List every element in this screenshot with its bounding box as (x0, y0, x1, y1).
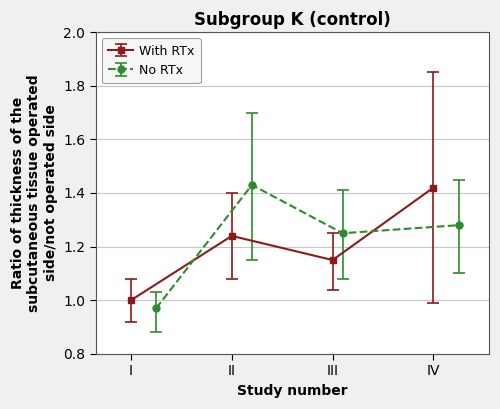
Legend: With RTx, No RTx: With RTx, No RTx (102, 38, 201, 83)
Y-axis label: Ratio of thickness of the
subcutaneous tissue operated
side/not operated side: Ratio of thickness of the subcutaneous t… (11, 74, 58, 312)
Title: Subgroup K (control): Subgroup K (control) (194, 11, 390, 29)
X-axis label: Study number: Study number (237, 384, 348, 398)
